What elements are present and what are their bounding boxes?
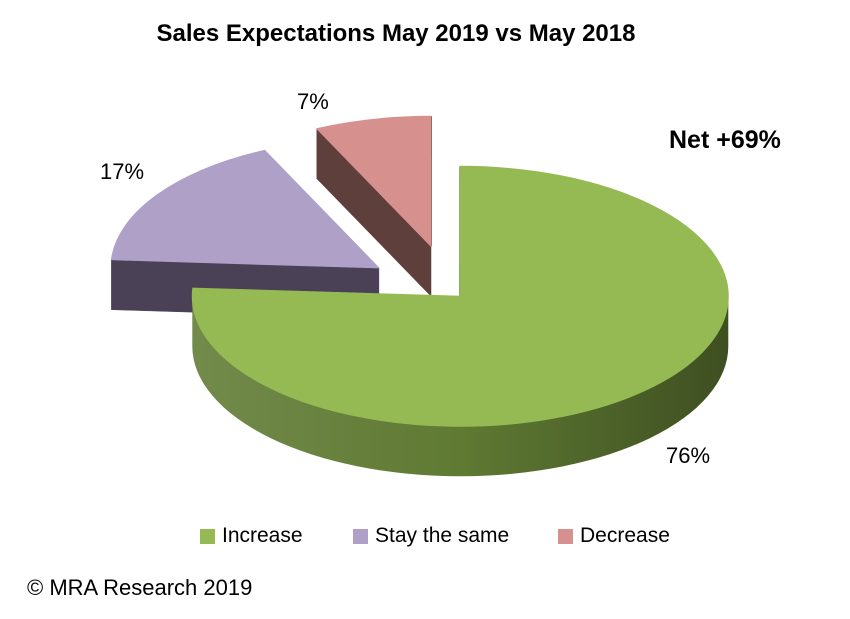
legend-swatch-decrease — [558, 528, 573, 544]
net-annotation: Net +69% — [669, 126, 781, 154]
pie-slice-increase — [191, 165, 729, 477]
legend-label-stay-the-same: Stay the same — [375, 524, 510, 547]
legend-swatch-stay-the-same — [353, 528, 368, 544]
slice-label-stay-the-same: 17% — [100, 159, 145, 184]
slice-label-decrease: 7% — [297, 89, 329, 114]
legend-label-decrease: Decrease — [580, 524, 670, 547]
pie-slice-decrease — [315, 115, 432, 297]
chart-title: Sales Expectations May 2019 vs May 2018 — [156, 20, 636, 47]
legend-item-stay-the-same: Stay the same — [353, 524, 509, 548]
slice-label-increase: 76% — [666, 443, 711, 468]
legend-swatch-increase — [200, 528, 215, 544]
legend-item-increase: Increase — [200, 524, 303, 548]
legend-item-decrease: Decrease — [558, 524, 670, 548]
legend-label-increase: Increase — [222, 524, 303, 547]
copyright-text: © MRA Research 2019 — [27, 575, 253, 600]
